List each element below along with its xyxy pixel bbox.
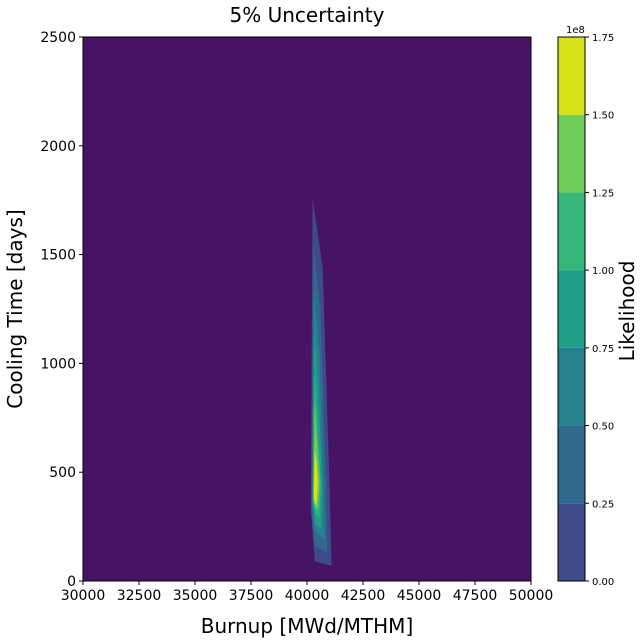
y-tick-label: 500 bbox=[49, 465, 76, 481]
colorbar-tick-label: 1.50 bbox=[592, 111, 614, 122]
colorbar-tick-label: 0.50 bbox=[592, 422, 614, 433]
colorbar-segment bbox=[558, 347, 585, 426]
colorbar-segments bbox=[558, 37, 585, 581]
x-tick-label: 50000 bbox=[509, 588, 554, 604]
colorbar-tick-label: 1.25 bbox=[592, 188, 614, 199]
x-tick-label: 37500 bbox=[229, 588, 274, 604]
x-tick-label: 47500 bbox=[453, 588, 498, 604]
colorbar-label: Likelihood bbox=[615, 261, 639, 362]
y-tick-label: 1500 bbox=[40, 248, 76, 264]
chart-title: 5% Uncertainty bbox=[230, 3, 385, 27]
plot-area: 30000 32500 35000 37500 40000 42500 45000 47500… bbox=[40, 30, 553, 604]
colorbar-segment bbox=[558, 270, 585, 348]
x-tick-label: 42500 bbox=[341, 588, 386, 604]
y-tick-label: 2000 bbox=[40, 139, 76, 155]
contour-band-7 bbox=[313, 450, 318, 505]
x-tick-label: 40000 bbox=[285, 588, 330, 604]
y-tick-label: 2500 bbox=[40, 30, 76, 46]
colorbar-exponent: 1e8 bbox=[566, 25, 585, 36]
colorbar: 0.00 0.25 0.50 0.75 1.00 1.25 1.50 1.75 1e8 bbox=[557, 25, 614, 588]
colorbar-segment bbox=[558, 425, 585, 504]
colorbar-tick-label: 1.75 bbox=[592, 33, 614, 44]
colorbar-segment bbox=[558, 503, 585, 581]
x-axis-label: Burnup [MWd/MTHM] bbox=[201, 614, 414, 638]
colorbar-segment bbox=[558, 192, 585, 271]
colorbar-segment bbox=[558, 114, 585, 193]
contour-layer bbox=[310, 198, 332, 566]
y-tick-label: 1000 bbox=[40, 356, 76, 372]
colorbar-tick-label: 0.75 bbox=[592, 344, 614, 355]
colorbar-frame bbox=[557, 36, 586, 582]
colorbar-tick-label: 0.00 bbox=[592, 577, 614, 588]
y-tick-label: 0 bbox=[67, 574, 76, 590]
plot-background bbox=[83, 37, 531, 581]
y-axis: 0 500 1000 1500 2000 2500 bbox=[40, 30, 83, 590]
x-tick-label: 45000 bbox=[397, 588, 442, 604]
x-tick-label: 32500 bbox=[117, 588, 162, 604]
colorbar-ticks: 0.00 0.25 0.50 0.75 1.00 1.25 1.50 1.75 bbox=[585, 33, 614, 588]
y-axis-label: Cooling Time [days] bbox=[3, 209, 27, 408]
colorbar-tick-label: 0.25 bbox=[592, 499, 614, 510]
colorbar-tick-label: 1.00 bbox=[592, 266, 614, 277]
x-axis: 30000 32500 35000 37500 40000 42500 45000 47500… bbox=[61, 581, 554, 604]
x-tick-label: 30000 bbox=[61, 588, 106, 604]
x-tick-label: 35000 bbox=[173, 588, 218, 604]
colorbar-segment bbox=[558, 37, 585, 115]
